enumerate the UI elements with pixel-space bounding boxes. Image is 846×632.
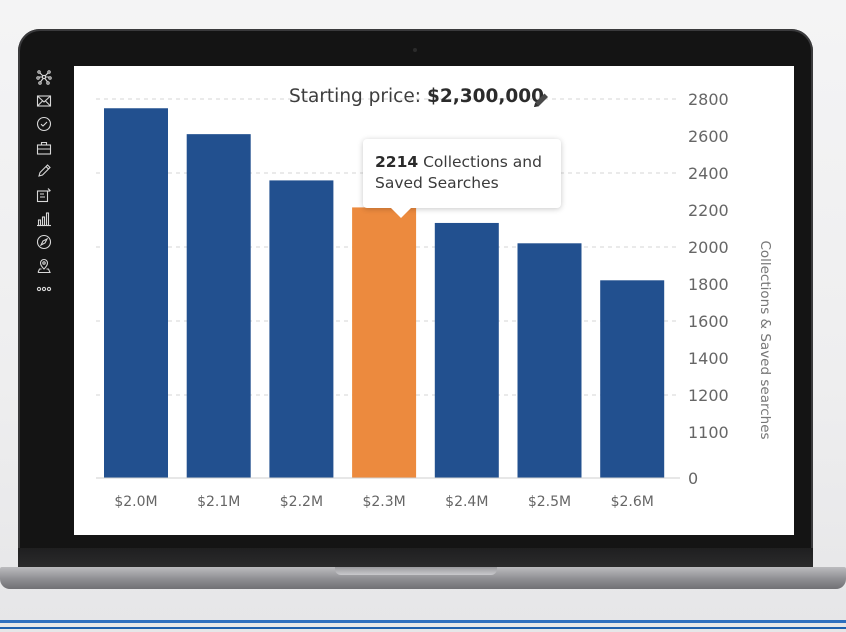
bar-tooltip: 2214 Collections and Saved Searches	[363, 139, 561, 208]
laptop-notch	[335, 567, 497, 575]
bar-highlighted	[352, 207, 417, 478]
more-icon[interactable]	[36, 281, 52, 297]
y-tick-label: 2600	[688, 127, 729, 146]
starting-price-value: $2,300,000	[426, 86, 544, 107]
bar	[434, 222, 499, 478]
network-icon[interactable]	[36, 69, 52, 85]
x-tick-label: $2.6M	[611, 494, 654, 510]
pencil-icon[interactable]	[531, 91, 551, 109]
bar-chart: 0 1100 1200 1400 1600 1800 2000 2200 2400 2600 280…	[96, 90, 729, 510]
x-tick-label: $2.0M	[114, 494, 157, 510]
edit-square-icon[interactable]	[36, 187, 52, 203]
laptop-base	[0, 567, 846, 589]
tooltip-text: Collections and Saved Searches	[375, 153, 542, 192]
mail-icon[interactable]	[36, 93, 52, 109]
divider-line	[0, 627, 846, 629]
laptop-chin	[18, 548, 813, 568]
compass-icon[interactable]	[36, 234, 52, 250]
x-tick-label: $2.2M	[280, 494, 323, 510]
y-tick-label: 0	[688, 469, 698, 488]
pencil-icon[interactable]	[36, 163, 52, 179]
y-tick-label: 1800	[688, 275, 729, 294]
y-tick-label: 2000	[688, 238, 729, 257]
y-tick-label: 2200	[688, 201, 729, 220]
y-axis-title: Collections & Saved searches	[757, 240, 773, 440]
chart-screen: 0 1100 1200 1400 1600 1800 2000 2200 2400 2600 280…	[74, 66, 794, 535]
x-tick-label: $2.3M	[362, 494, 405, 510]
bar	[186, 134, 251, 478]
x-tick-label: $2.5M	[528, 494, 571, 510]
map-pin-icon[interactable]	[36, 258, 52, 274]
tooltip-value: 2214	[375, 153, 419, 171]
y-tick-label: 1600	[688, 312, 729, 331]
y-tick-label: 2800	[688, 90, 729, 109]
y-tick-label: 1200	[688, 386, 729, 405]
bar	[600, 280, 665, 478]
bar	[104, 108, 168, 478]
y-tick-label: 1100	[688, 423, 729, 442]
starting-price-label: Starting price:	[288, 86, 421, 107]
bar-chart-icon[interactable]	[36, 211, 52, 227]
check-circle-icon[interactable]	[36, 116, 52, 132]
divider-line	[0, 620, 846, 623]
starting-price-title: Starting price: $2,300,000	[74, 86, 544, 107]
y-tick-label: 2400	[688, 164, 729, 183]
tooltip-arrow	[390, 207, 412, 218]
briefcase-icon[interactable]	[36, 140, 52, 156]
y-tick-label: 1400	[688, 349, 729, 368]
x-tick-label: $2.4M	[445, 494, 488, 510]
bar	[517, 243, 582, 478]
camera-dot	[413, 48, 417, 52]
bar	[269, 180, 334, 478]
sidebar	[36, 69, 56, 305]
x-tick-label: $2.1M	[197, 494, 240, 510]
